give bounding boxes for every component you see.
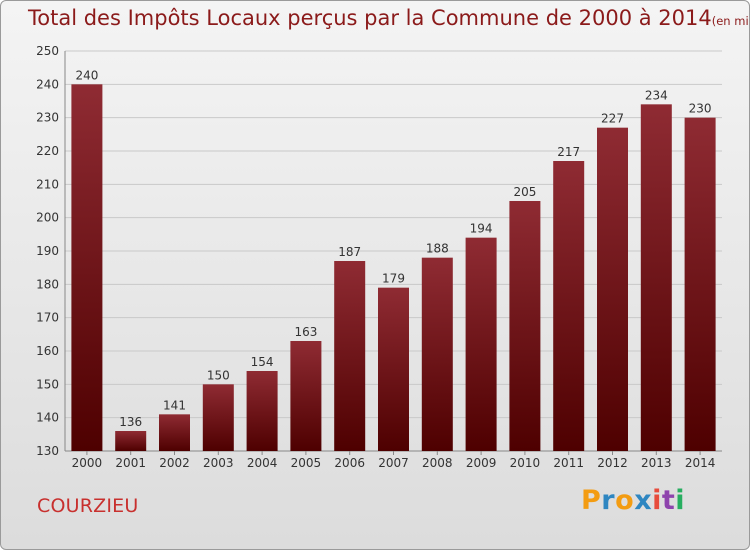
proxiti-logo[interactable]: Proxiti xyxy=(581,485,685,516)
bar-2010 xyxy=(509,201,541,451)
logo-letter: i xyxy=(652,485,662,516)
x-tick-label: 2000 xyxy=(72,456,103,470)
bar-2003 xyxy=(202,384,234,451)
data-label: 136 xyxy=(119,415,142,429)
data-label: 230 xyxy=(689,102,712,116)
y-tick-label: 200 xyxy=(36,211,59,225)
commune-name: COURZIEU xyxy=(37,495,139,517)
data-label: 240 xyxy=(75,68,98,82)
x-tick-label: 2002 xyxy=(159,456,190,470)
y-tick-label: 220 xyxy=(36,144,59,158)
data-label: 234 xyxy=(645,88,668,102)
x-tick-label: 2005 xyxy=(291,456,322,470)
data-label: 163 xyxy=(294,325,317,339)
y-tick-label: 150 xyxy=(36,377,59,391)
data-label: 194 xyxy=(470,222,493,236)
y-tick-label: 180 xyxy=(36,277,59,291)
y-tick-label: 170 xyxy=(36,311,59,325)
data-label: 154 xyxy=(251,355,274,369)
bar-2002 xyxy=(159,414,190,451)
bar-2001 xyxy=(115,431,147,451)
y-tick-label: 190 xyxy=(36,244,59,258)
chart-title: Total des Impôts Locaux perçus par la Co… xyxy=(28,6,749,30)
data-label: 227 xyxy=(601,112,624,126)
chart-subtitle: (en milliers d'€) xyxy=(711,14,749,28)
bar-2011 xyxy=(553,161,585,451)
data-label: 179 xyxy=(382,272,405,286)
y-tick-label: 130 xyxy=(36,444,59,458)
x-tick-label: 2010 xyxy=(510,456,541,470)
x-tick-label: 2007 xyxy=(378,456,409,470)
logo-letter: i xyxy=(675,485,686,516)
x-tick-label: 2011 xyxy=(553,456,584,470)
x-tick-label: 2006 xyxy=(334,456,365,470)
y-tick-label: 210 xyxy=(36,177,59,191)
bar-2004 xyxy=(246,371,278,451)
y-tick-label: 250 xyxy=(36,44,59,58)
bar-2012 xyxy=(597,127,628,452)
x-tick-label: 2008 xyxy=(422,456,453,470)
x-tick-label: 2001 xyxy=(115,456,146,470)
bar-2013 xyxy=(640,104,672,451)
y-tick-label: 140 xyxy=(36,411,59,425)
logo-letter: r xyxy=(601,485,616,516)
x-tick-label: 2013 xyxy=(641,456,672,470)
bar-2005 xyxy=(290,341,322,451)
logo-letter: o xyxy=(615,485,635,516)
x-tick-label: 2012 xyxy=(597,456,628,470)
x-tick-label: 2009 xyxy=(466,456,497,470)
data-label: 217 xyxy=(557,145,580,159)
logo-letter: t xyxy=(661,485,676,516)
bar-2006 xyxy=(334,261,366,451)
bar-2008 xyxy=(421,257,453,451)
chart-title-main: Total des Impôts Locaux perçus par la Co… xyxy=(28,6,712,30)
data-label: 187 xyxy=(338,245,361,259)
x-tick-label: 2014 xyxy=(685,456,716,470)
bar-2014 xyxy=(684,117,716,452)
bar-2009 xyxy=(465,237,497,451)
data-label: 150 xyxy=(207,368,230,382)
logo-letter: P xyxy=(581,485,602,516)
x-tick-label: 2003 xyxy=(203,456,234,470)
logo-letter: x xyxy=(634,485,653,516)
x-tick-label: 2004 xyxy=(247,456,278,470)
bar-2007 xyxy=(378,287,409,451)
bar-2000 xyxy=(71,84,103,451)
y-tick-label: 240 xyxy=(36,77,59,91)
data-label: 205 xyxy=(513,185,536,199)
data-label: 188 xyxy=(426,242,449,256)
data-labels: 240 136 141 150 154 163 187 179 188 194 205 217 227 2… xyxy=(75,68,711,429)
y-tick-label: 160 xyxy=(36,344,59,358)
y-tick-label: 230 xyxy=(36,111,59,125)
bars xyxy=(71,84,716,452)
data-label: 141 xyxy=(163,398,186,412)
